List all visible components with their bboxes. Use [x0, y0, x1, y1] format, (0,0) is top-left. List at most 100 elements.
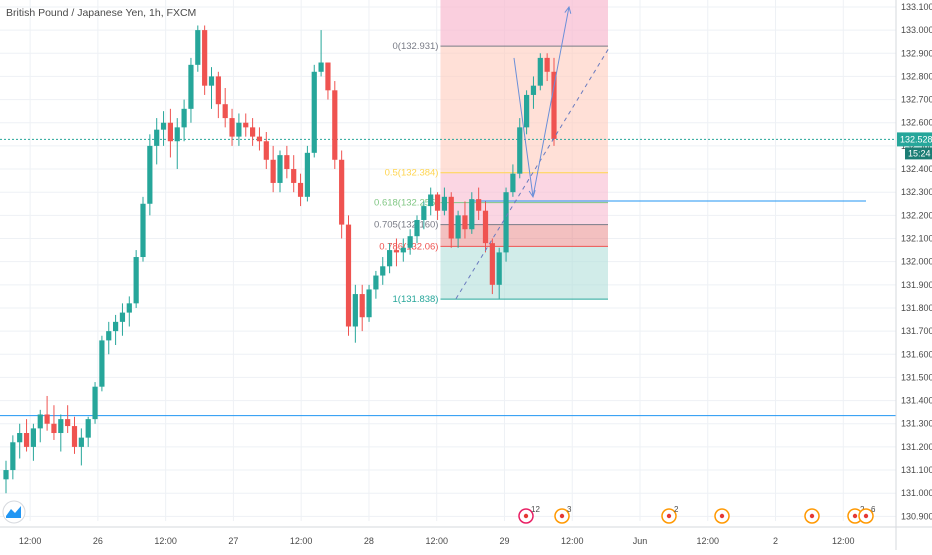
- candle-body: [462, 215, 468, 230]
- candle-body: [195, 30, 201, 65]
- candle-body: [304, 152, 310, 197]
- candle-body: [236, 122, 242, 137]
- candle-body: [126, 303, 132, 313]
- y-tick-label: 132.300: [901, 187, 932, 197]
- arrow-head-down: [528, 190, 536, 198]
- fib-zone[interactable]: [440, 202, 608, 225]
- candle-body: [441, 196, 447, 211]
- candle-body: [277, 155, 283, 183]
- horizontal-lines[interactable]: [0, 138, 896, 417]
- candle-body: [544, 57, 550, 72]
- candle-body: [455, 215, 461, 239]
- candle-body: [414, 219, 420, 237]
- y-tick-label: 131.500: [901, 372, 932, 382]
- x-tick-label: 12:00: [832, 536, 855, 546]
- fib-zone[interactable]: [440, 246, 608, 300]
- candle-body: [99, 340, 105, 387]
- candle-body: [147, 145, 153, 204]
- candle-body: [400, 247, 406, 253]
- candle-body: [37, 414, 43, 429]
- y-tick-label: 132.700: [901, 95, 932, 105]
- x-tick-label: 12:00: [425, 536, 448, 546]
- candle-body: [30, 428, 36, 447]
- dashed-trend-line[interactable]: [455, 46, 611, 299]
- candle-body: [352, 294, 358, 327]
- candle-body: [407, 236, 413, 248]
- candle-body: [311, 71, 317, 153]
- candle-body: [503, 192, 509, 253]
- y-tick-label: 131.000: [901, 488, 932, 498]
- y-tick-label: 132.100: [901, 234, 932, 244]
- candle-body: [17, 433, 23, 443]
- candle-body: [256, 136, 263, 142]
- candle-body: [421, 206, 427, 220]
- fib-level-label: 0.618(132.255): [374, 198, 438, 209]
- fib-level-label: 0.705(132.160): [374, 220, 438, 231]
- candle-body: [510, 173, 516, 193]
- event-dot-icon: [666, 513, 672, 519]
- x-tick-label: 12:00: [154, 536, 177, 546]
- tradingview-logo-icon[interactable]: [2, 500, 26, 524]
- candle-body: [167, 122, 173, 142]
- y-tick-label: 131.800: [901, 303, 932, 313]
- y-tick-label: 131.300: [901, 419, 932, 429]
- candle-body: [325, 62, 331, 91]
- y-tick-label: 132.400: [901, 164, 932, 174]
- arrow-head-up: [564, 5, 572, 14]
- candle-body: [387, 250, 393, 267]
- x-tick-label: 12:00: [561, 536, 584, 546]
- candle-body: [537, 57, 543, 86]
- y-tick-label: 133.000: [901, 25, 932, 35]
- y-tick-label: 130.900: [901, 511, 932, 521]
- event-dot-icon: [863, 513, 869, 519]
- y-tick-label: 131.600: [901, 349, 932, 359]
- countdown-label: 15:24: [908, 148, 931, 158]
- candle-body: [366, 289, 372, 318]
- event-dot-icon: [719, 513, 725, 519]
- candle-body: [119, 312, 126, 322]
- candle-body: [140, 203, 146, 258]
- candle-body: [160, 122, 167, 130]
- y-tick-label: 132.900: [901, 48, 932, 58]
- event-dot-icon: [852, 513, 858, 519]
- fib-level-label: 1(131.838): [393, 294, 439, 305]
- candle-body: [428, 194, 434, 207]
- y-tick-label: 131.900: [901, 280, 932, 290]
- event-count: 2: [674, 505, 679, 514]
- candle-body: [496, 252, 502, 285]
- candle-body: [373, 275, 379, 290]
- drawings[interactable]: [455, 5, 611, 299]
- x-tick-label: 2: [773, 536, 778, 546]
- event-count: 6: [871, 505, 876, 514]
- event-dot-icon: [559, 513, 565, 519]
- candle-body: [318, 62, 324, 72]
- candles: [3, 25, 557, 494]
- events[interactable]: 123226: [518, 505, 876, 524]
- candle-body: [85, 419, 91, 438]
- candle-body: [154, 129, 160, 146]
- candle-body: [106, 331, 112, 341]
- current-price-label: 132.528: [900, 134, 932, 144]
- y-tick-label: 131.100: [901, 465, 932, 475]
- candle-body: [339, 159, 345, 225]
- event-count: 12: [531, 505, 540, 514]
- candle-body: [476, 199, 482, 211]
- candle-body: [208, 76, 215, 86]
- candle-body: [530, 85, 537, 95]
- candle-body: [524, 94, 530, 128]
- x-tick-label: 12:00: [19, 536, 42, 546]
- target-zone[interactable]: [440, 0, 608, 47]
- fib-zone[interactable]: [440, 224, 608, 247]
- y-tick-label: 132.200: [901, 210, 932, 220]
- candle-body: [250, 127, 256, 137]
- candle-body: [44, 414, 50, 424]
- y-tick-label: 131.700: [901, 326, 932, 336]
- candle-body: [51, 423, 57, 434]
- fib-level-label: 0.5(132.384): [385, 168, 439, 179]
- candle-body: [263, 141, 269, 160]
- fibonacci-retracement[interactable]: 0(132.931) 0.5(132.384) 0.618(132.255) 0.70…: [374, 0, 608, 305]
- candle-body: [551, 71, 557, 139]
- x-tick-label: 12:00: [696, 536, 719, 546]
